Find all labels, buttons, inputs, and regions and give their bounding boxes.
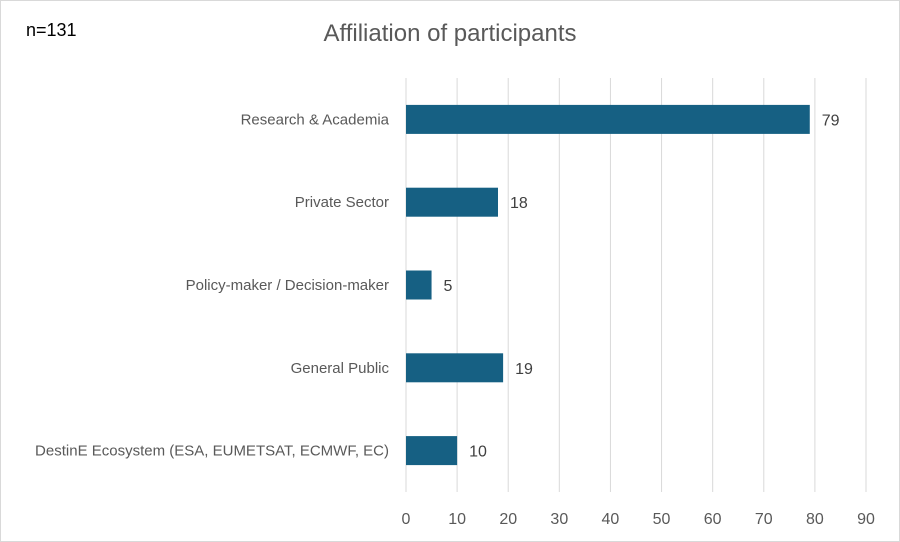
bar: [406, 270, 432, 300]
value-label: 79: [822, 112, 840, 129]
chart-title: Affiliation of participants: [323, 20, 577, 47]
category-label: DestinE Ecosystem (ESA, EUMETSAT, ECMWF,…: [35, 443, 389, 460]
category-label: Policy-maker / Decision-maker: [186, 277, 389, 294]
x-tick-label: 10: [448, 511, 466, 528]
value-label: 19: [515, 361, 533, 378]
bars: [406, 104, 810, 466]
category-label: Research & Academia: [241, 111, 390, 128]
x-tick-label: 50: [653, 511, 671, 528]
value-label: 5: [444, 278, 453, 295]
x-tick-label: 70: [755, 511, 773, 528]
category-label: Private Sector: [295, 194, 389, 211]
category-labels: Research & Academia Private Sector Policy-…: [35, 111, 390, 459]
x-tick-label: 80: [806, 511, 824, 528]
x-tick-label: 40: [602, 511, 620, 528]
value-label: 18: [510, 195, 528, 212]
gridlines: [405, 78, 867, 492]
x-tick-label: 90: [857, 511, 875, 528]
bar: [406, 187, 498, 217]
x-tick-label: 60: [704, 511, 722, 528]
sample-size-note: n=131: [26, 20, 77, 40]
bar: [406, 353, 504, 383]
value-label: 10: [469, 444, 487, 461]
x-tick-label: 20: [499, 511, 517, 528]
x-axis-tick-labels: 0 10 20 30 40 50 60 70 80 90: [402, 511, 875, 528]
category-label: General Public: [291, 360, 390, 377]
x-tick-label: 30: [550, 511, 568, 528]
data-labels: 79 18 5 19 10: [444, 112, 840, 460]
bar: [406, 104, 810, 134]
x-tick-label: 0: [402, 511, 411, 528]
bar: [406, 436, 458, 466]
